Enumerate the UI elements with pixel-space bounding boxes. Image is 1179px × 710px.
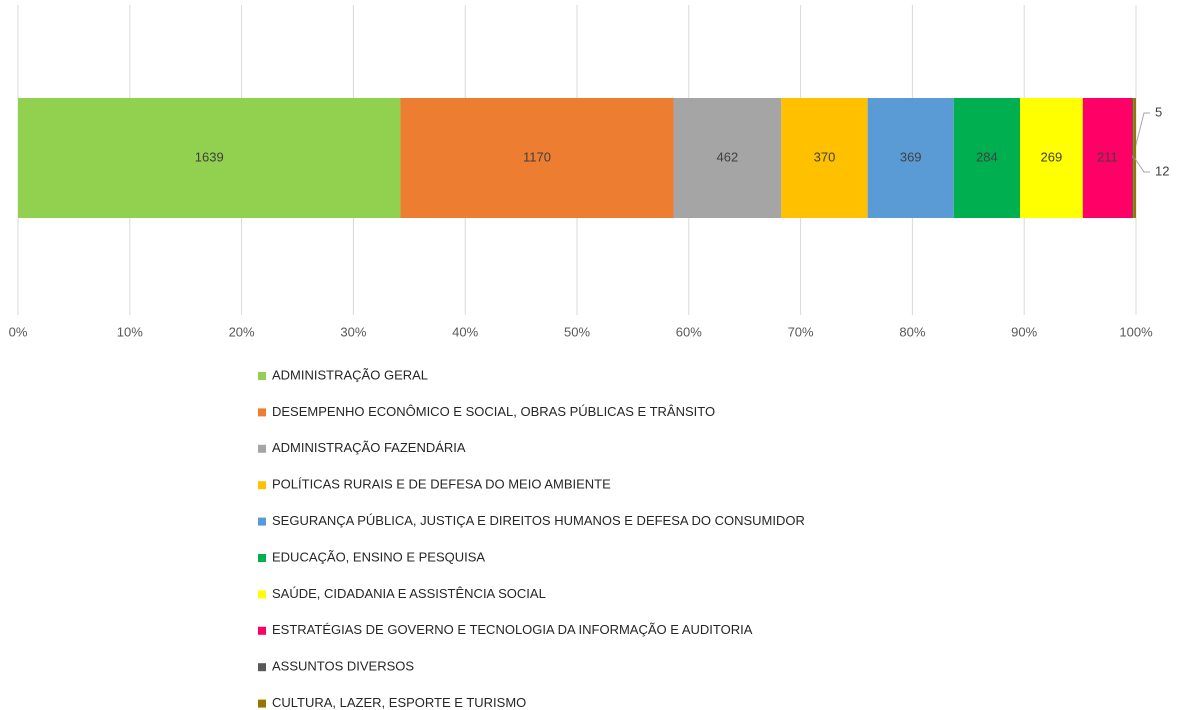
data-label: 369 <box>900 149 922 164</box>
data-label: 370 <box>814 149 836 164</box>
legend-label: SAÚDE, CIDADANIA E ASSISTÊNCIA SOCIAL <box>272 586 546 601</box>
legend-swatch <box>258 554 266 562</box>
legend-label: POLÍTICAS RURAIS E DE DEFESA DO MEIO AMB… <box>272 477 611 492</box>
legend-swatch <box>258 699 266 708</box>
bar-segment <box>953 98 1021 218</box>
legend-label: ESTRATÉGIAS DE GOVERNO E TECNOLOGIA DA I… <box>272 622 753 637</box>
legend-label: CULTURA, LAZER, ESPORTE E TURISMO <box>272 695 526 710</box>
x-tick-label: 50% <box>564 324 590 339</box>
legend-swatch <box>258 663 266 672</box>
bar-segment <box>867 98 954 218</box>
legend-swatch <box>258 481 266 490</box>
bar-segment <box>673 98 782 218</box>
x-tick-label: 40% <box>452 324 478 339</box>
x-tick-label: 100% <box>1119 324 1153 339</box>
bar-segment <box>1082 98 1133 218</box>
bar-segment <box>1020 98 1083 218</box>
x-tick-label: 70% <box>788 324 814 339</box>
legend-swatch <box>258 372 266 380</box>
data-label: 269 <box>1041 149 1063 164</box>
legend-swatch <box>258 590 266 599</box>
data-label: 284 <box>976 149 998 164</box>
leader-line <box>1132 112 1150 159</box>
legend-label: ADMINISTRAÇÃO GERAL <box>272 367 428 382</box>
legend-swatch <box>258 444 266 453</box>
data-label: 12 <box>1155 163 1169 178</box>
x-tick-label: 10% <box>117 324 143 339</box>
x-tick-label: 30% <box>340 324 366 339</box>
legend-label: DESEMPENHO ECONÔMICO E SOCIAL, OBRAS PÚB… <box>272 404 715 419</box>
bar-segment <box>18 98 401 218</box>
legend-swatch <box>258 517 266 526</box>
legend-label: ADMINISTRAÇÃO FAZENDÁRIA <box>272 440 466 455</box>
legend-label: SEGURANÇA PÚBLICA, JUSTIÇA E DIREITOS HU… <box>272 513 805 528</box>
data-label: 1639 <box>195 149 224 164</box>
data-label: 1170 <box>523 149 551 164</box>
bar-segment <box>400 98 674 218</box>
legend-label: ASSUNTOS DIVERSOS <box>272 659 414 674</box>
x-tick-label: 80% <box>899 324 925 339</box>
data-label: 5 <box>1155 104 1162 119</box>
x-tick-label: 0% <box>9 324 28 339</box>
x-tick-label: 90% <box>1011 324 1037 339</box>
legend-swatch <box>258 408 266 417</box>
bar-segment <box>781 98 868 218</box>
data-label: 211 <box>1097 149 1118 164</box>
x-tick-label: 20% <box>229 324 255 339</box>
legend-label: EDUCAÇÃO, ENSINO E PESQUISA <box>272 549 485 564</box>
legend-swatch <box>258 626 266 635</box>
x-tick-label: 60% <box>676 324 702 339</box>
leader-line <box>1134 157 1150 173</box>
data-label: 462 <box>717 149 739 164</box>
